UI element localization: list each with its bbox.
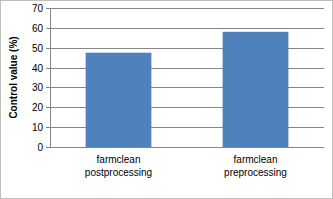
- tick-label: 40: [32, 63, 44, 74]
- tick-mark: [46, 28, 50, 29]
- tick-mark: [46, 8, 50, 9]
- tick-mark: [46, 87, 50, 88]
- x-axis: [50, 147, 324, 148]
- y-axis-title: Control value (%): [8, 36, 19, 118]
- tick-label: 50: [32, 43, 44, 54]
- tick-label: 10: [32, 122, 44, 133]
- tick-mark: [46, 107, 50, 108]
- tick-mark: [46, 48, 50, 49]
- y-axis: [50, 8, 51, 147]
- tick-mark: [46, 147, 50, 148]
- tick-label: 60: [32, 23, 44, 34]
- chart-border: [1, 1, 333, 199]
- chart-container: 0 10 20 30 40 50 60 70 farmcleanpostprocessing fa…: [0, 0, 333, 199]
- bar: [223, 32, 289, 147]
- bars: [86, 32, 289, 147]
- tick-label: 0: [37, 142, 43, 153]
- bar: [86, 53, 152, 147]
- grid-line: [50, 8, 324, 9]
- chart-svg: 0 10 20 30 40 50 60 70 farmcleanpostprocessing fa…: [0, 0, 333, 199]
- tick-label: 20: [32, 102, 44, 113]
- tick-mark: [46, 68, 50, 69]
- grid-line: [50, 28, 324, 29]
- tick-mark: [46, 127, 50, 128]
- tick-label: 30: [32, 82, 44, 93]
- category-label: farmcleanpostprocessing: [85, 154, 152, 178]
- category-label: farmcleanpreprocessing: [224, 154, 287, 178]
- tick-label: 70: [32, 3, 44, 14]
